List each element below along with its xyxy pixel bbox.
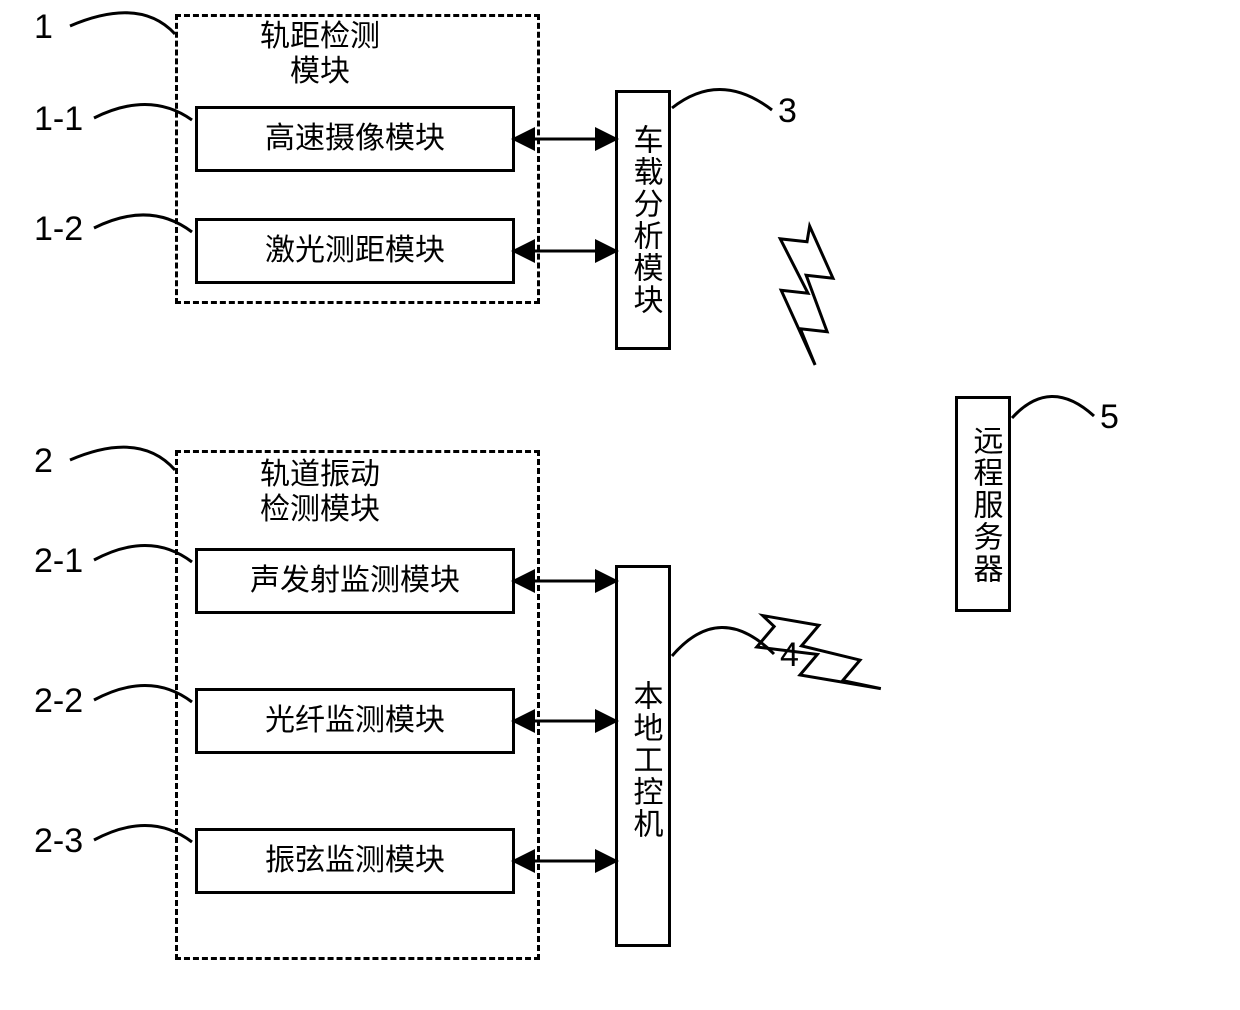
num-4: 4 xyxy=(780,636,799,675)
num-2-1: 2-1 xyxy=(34,542,83,581)
num-3: 3 xyxy=(778,92,797,131)
num-2: 2 xyxy=(34,442,53,481)
num-5: 5 xyxy=(1100,398,1119,437)
box-3-label: 车载分析模块 xyxy=(627,105,662,335)
box-2-1-label: 声发射监测模块 xyxy=(195,564,515,599)
box-2-2-label: 光纤监测模块 xyxy=(195,704,515,739)
box-4-label: 本地工控机 xyxy=(627,640,662,880)
box-2-3-label: 振弦监测模块 xyxy=(195,844,515,879)
num-2-2: 2-2 xyxy=(34,682,83,721)
num-1-2: 1-2 xyxy=(34,210,83,249)
num-1-1: 1-1 xyxy=(34,100,83,139)
num-1: 1 xyxy=(34,8,53,47)
diagram-canvas: 轨距检测 模块 高速摄像模块 激光测距模块 轨道振动 检测模块 声发射监测模块 … xyxy=(0,0,1240,1010)
box-5-label: 远程服务器 xyxy=(967,410,1002,600)
num-2-3: 2-3 xyxy=(34,822,83,861)
group-2-title: 轨道振动 检测模块 xyxy=(250,458,390,527)
group-1-title: 轨距检测 模块 xyxy=(250,20,390,89)
box-1-1-label: 高速摄像模块 xyxy=(195,122,515,157)
box-1-2-label: 激光测距模块 xyxy=(195,234,515,269)
